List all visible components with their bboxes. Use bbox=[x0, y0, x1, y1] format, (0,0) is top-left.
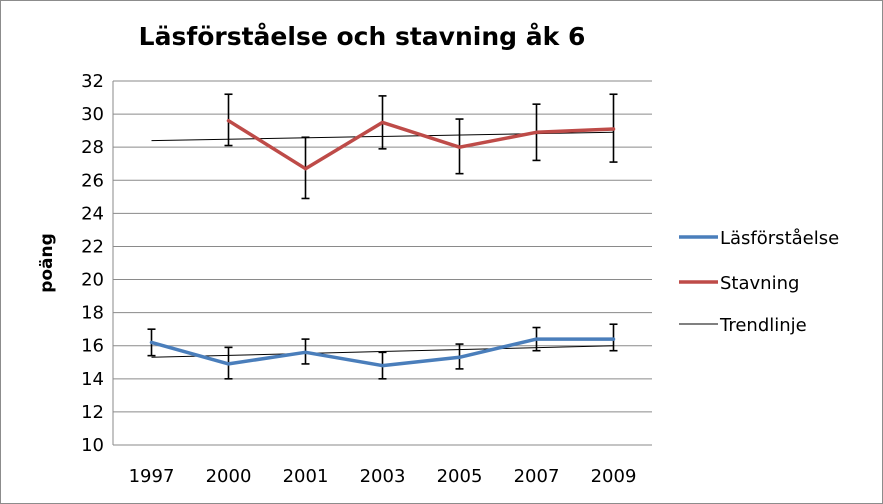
y-tick-label: 18 bbox=[81, 303, 104, 324]
y-axis-ticks: 10 12 14 16 18 20 22 24 26 28 30 32 bbox=[81, 71, 104, 456]
legend-label: Läsförståelse bbox=[720, 228, 839, 249]
y-tick-label: 28 bbox=[81, 137, 104, 158]
y-tick-label: 16 bbox=[81, 336, 104, 357]
x-axis-ticks: 1997 2000 2001 2003 2005 2007 2009 bbox=[129, 466, 637, 487]
legend-label: Stavning bbox=[720, 273, 799, 294]
series-lines bbox=[149, 118, 616, 368]
trendlines bbox=[151, 131, 614, 358]
y-tick-label: 24 bbox=[81, 203, 104, 224]
y-tick-label: 22 bbox=[81, 236, 104, 257]
y-tick-label: 20 bbox=[81, 270, 104, 291]
x-tick-label: 2005 bbox=[437, 466, 483, 487]
legend-label: Trendlinje bbox=[719, 315, 807, 336]
y-tick-label: 30 bbox=[81, 104, 104, 125]
x-tick-label: 2007 bbox=[514, 466, 560, 487]
y-tick-label: 10 bbox=[81, 435, 104, 456]
x-tick-label: 2000 bbox=[206, 466, 252, 487]
y-axis-label: poäng bbox=[37, 233, 57, 293]
x-tick-label: 1997 bbox=[129, 466, 175, 487]
series-line bbox=[226, 118, 616, 171]
y-tick-label: 12 bbox=[81, 402, 104, 423]
y-tick-label: 32 bbox=[81, 71, 104, 92]
legend: Läsförståelse Stavning Trendlinje bbox=[679, 228, 839, 336]
x-tick-label: 2009 bbox=[591, 466, 637, 487]
chart-title: Läsförståelse och stavning åk 6 bbox=[139, 22, 586, 51]
y-tick-label: 26 bbox=[81, 170, 104, 191]
y-tick-label: 14 bbox=[81, 369, 104, 390]
error-bars bbox=[147, 93, 618, 380]
x-tick-label: 2001 bbox=[283, 466, 329, 487]
x-tick-label: 2003 bbox=[360, 466, 406, 487]
